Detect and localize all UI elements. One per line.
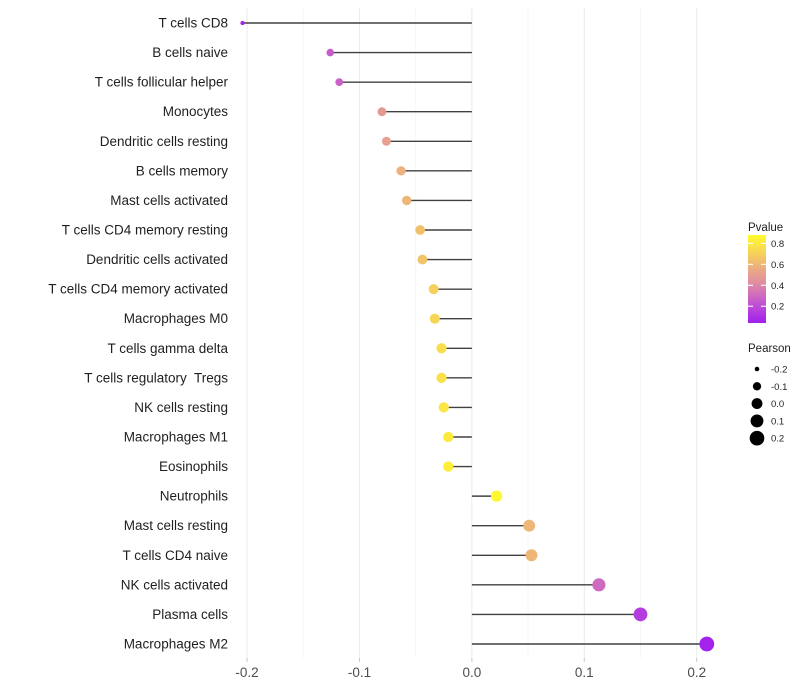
- lollipop-dot: [377, 107, 387, 117]
- lollipop-dot: [443, 461, 454, 472]
- lollipop-dot: [381, 136, 391, 146]
- category-label: T cells CD4 memory activated: [48, 282, 228, 297]
- category-label: T cells regulatory Tregs: [84, 370, 228, 385]
- x-axis-tick-label: 0.2: [687, 665, 706, 680]
- pearson-legend-dot: [751, 398, 763, 410]
- category-label: Macrophages M2: [124, 636, 228, 651]
- category-label: Monocytes: [163, 104, 229, 119]
- pvalue-tick-label: 0.4: [771, 281, 784, 292]
- lollipop-dot: [436, 372, 447, 383]
- category-label: T cells CD4 naive: [122, 548, 228, 563]
- lollipop-dot: [429, 313, 440, 324]
- pvalue-legend-title: Pvalue: [748, 222, 783, 234]
- category-label: T cells CD4 memory resting: [62, 222, 228, 237]
- lollipop-dot: [525, 549, 538, 562]
- lollipop-dot: [428, 284, 439, 295]
- lollipop-dot: [443, 431, 454, 443]
- category-label: NK cells activated: [121, 577, 228, 592]
- category-label: Plasma cells: [152, 607, 228, 622]
- pvalue-tick-label: 0.6: [771, 260, 784, 271]
- category-label: Mast cells activated: [110, 193, 228, 208]
- lollipop-dot: [415, 225, 426, 235]
- lollipop-dot: [326, 48, 334, 57]
- pvalue-tick-label: 0.8: [771, 239, 784, 250]
- category-label: B cells memory: [136, 163, 229, 178]
- lollipop-dot: [438, 402, 449, 413]
- category-label: T cells gamma delta: [107, 341, 228, 356]
- category-label: Neutrophils: [160, 489, 229, 504]
- pearson-legend-label: 0.1: [771, 416, 784, 427]
- lollipop-dot: [417, 254, 428, 265]
- lollipop-dot: [592, 578, 606, 592]
- pearson-legend-dot: [749, 430, 765, 446]
- pearson-legend-dot: [752, 382, 762, 391]
- x-axis-tick-label: 0.0: [462, 665, 481, 680]
- pearson-legend-dot: [750, 414, 764, 428]
- category-label: Dendritic cells activated: [86, 252, 228, 267]
- lollipop-dot: [240, 20, 245, 26]
- pvalue-colorbar: [748, 235, 766, 323]
- category-label: Macrophages M0: [124, 311, 228, 326]
- lollipop-dot: [335, 78, 344, 87]
- pearson-legend-label: -0.2: [771, 365, 787, 376]
- category-label: T cells follicular helper: [95, 75, 229, 90]
- category-label: Eosinophils: [159, 459, 228, 474]
- lollipop-dot: [633, 607, 648, 622]
- x-axis-tick-label: -0.1: [348, 665, 371, 680]
- lollipop-dot: [401, 195, 412, 206]
- pearson-legend-label: -0.1: [771, 382, 787, 393]
- category-label: Dendritic cells resting: [100, 134, 228, 149]
- pearson-legend-dot: [754, 366, 760, 372]
- category-label: NK cells resting: [134, 400, 228, 415]
- category-label: T cells CD8: [158, 16, 228, 31]
- category-label: B cells naive: [152, 45, 228, 60]
- lollipop-dot: [436, 343, 447, 354]
- pearson-legend-title: Pearson: [748, 343, 791, 355]
- pearson-legend-label: 0.2: [771, 434, 784, 445]
- category-label: Macrophages M1: [124, 429, 228, 444]
- lollipop-dot: [490, 490, 503, 502]
- x-axis-tick-label: 0.1: [575, 665, 594, 680]
- lollipop-dot: [699, 636, 715, 652]
- lollipop-dot: [523, 519, 536, 532]
- lollipop-dot: [396, 166, 406, 176]
- x-axis-tick-label: -0.2: [235, 665, 258, 680]
- pvalue-tick-label: 0.2: [771, 302, 784, 313]
- category-label: Mast cells resting: [124, 518, 228, 533]
- pearson-legend-label: 0.0: [771, 399, 784, 410]
